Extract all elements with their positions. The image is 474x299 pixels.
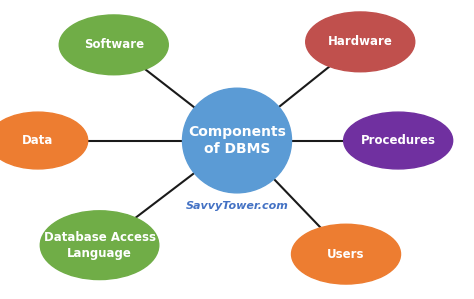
- Ellipse shape: [182, 88, 292, 193]
- Text: SavvyTower.com: SavvyTower.com: [185, 201, 289, 211]
- Text: Software: Software: [84, 38, 144, 51]
- Ellipse shape: [306, 12, 415, 72]
- Ellipse shape: [0, 112, 88, 169]
- Ellipse shape: [344, 112, 453, 169]
- Text: Data: Data: [22, 134, 54, 147]
- Ellipse shape: [40, 211, 159, 280]
- Text: Hardware: Hardware: [328, 35, 392, 48]
- Text: Database Access
Language: Database Access Language: [44, 231, 155, 260]
- Text: Components
of DBMS: Components of DBMS: [188, 125, 286, 156]
- Text: Procedures: Procedures: [361, 134, 436, 147]
- Ellipse shape: [292, 224, 401, 284]
- Ellipse shape: [59, 15, 168, 75]
- Text: Users: Users: [327, 248, 365, 261]
